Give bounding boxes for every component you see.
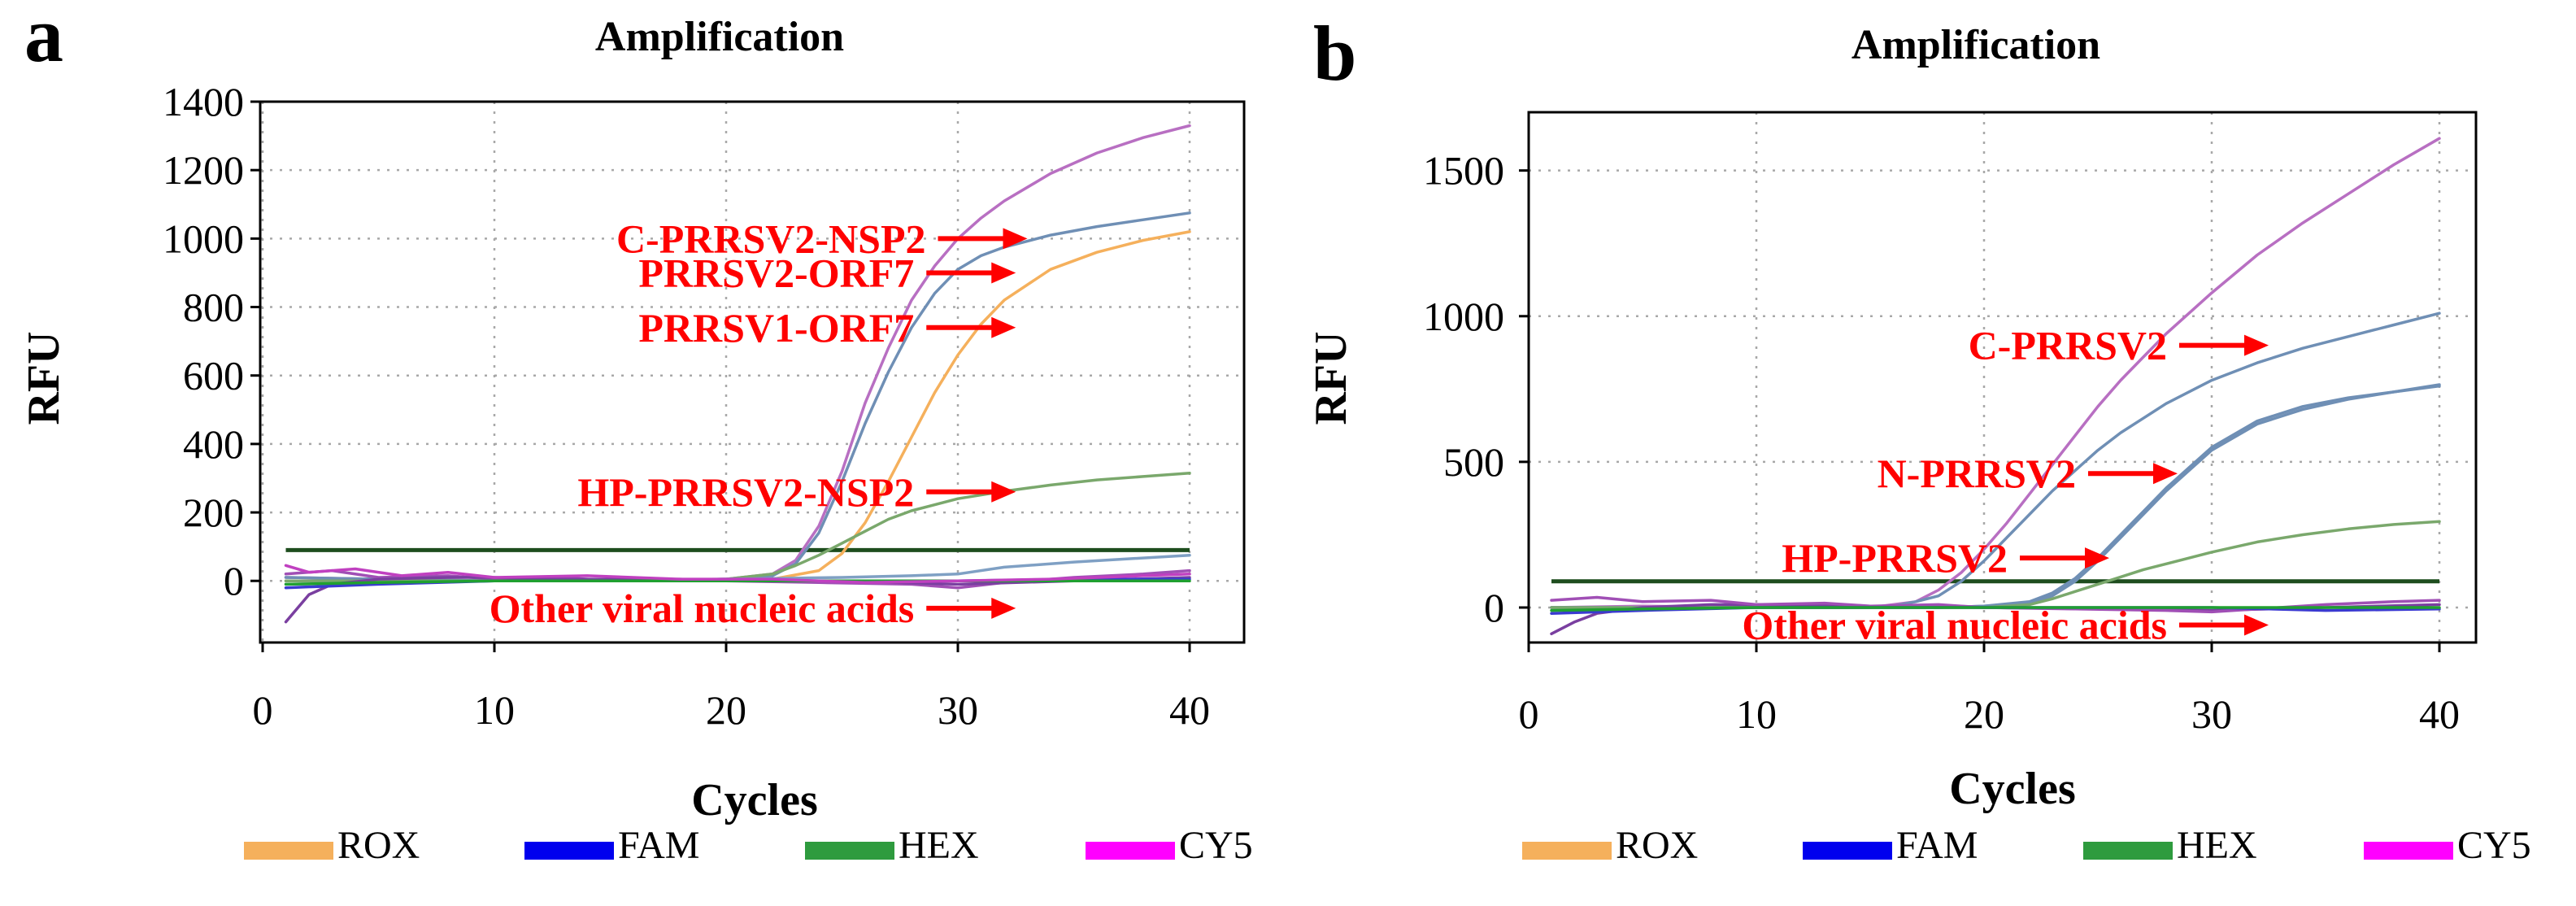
- red-arrow-head-icon: [1003, 228, 1028, 250]
- panel-a-ylabel: RFU: [19, 331, 69, 425]
- panel-b-ytick-label: 0: [1484, 585, 1504, 630]
- panel-a-ytick-label: 600: [183, 353, 244, 399]
- red-arrow-head-icon: [991, 316, 1016, 338]
- panel-b-ytick-label: 1500: [1423, 148, 1504, 194]
- red-arrow-head-icon: [991, 262, 1016, 284]
- panel-a-ytick-label: 800: [183, 285, 244, 330]
- panel-a-annotation-label: Other viral nucleic acids: [490, 586, 915, 631]
- panel-b-annotation: C-PRRSV2: [1969, 323, 2269, 368]
- panel-a-annotation: PRRSV1-ORF7: [638, 305, 1016, 351]
- panel-a-annotation: PRRSV2-ORF7: [638, 250, 1016, 295]
- panel-a-annotation: Other viral nucleic acids: [490, 586, 1016, 631]
- legend-label-fam: FAM: [1896, 824, 1978, 867]
- panel-b-annotation: N-PRRSV2: [1878, 451, 2178, 496]
- panel-b-annotation-label: N-PRRSV2: [1878, 451, 2076, 496]
- legend-swatch-rox: [244, 842, 333, 860]
- red-arrow-head-icon: [991, 481, 1016, 503]
- panel-a-xtick-label: 20: [706, 687, 746, 733]
- legend-label-hex: HEX: [899, 824, 979, 867]
- panel-b-annotation-label: Other viral nucleic acids: [1742, 603, 2167, 648]
- panel-a-xtick-label: 10: [474, 687, 515, 733]
- panel-b-xtick-label: 20: [1964, 691, 2004, 737]
- panel-a-annotation-label: C-PRRSV2-NSP2: [616, 216, 926, 261]
- panel-a-letter: a: [24, 0, 63, 78]
- panel-a-ytick-label: 1000: [163, 216, 244, 261]
- panel-b-ytick-label: 500: [1443, 439, 1504, 485]
- panel-a-legend: ROX FAM HEX CY5: [244, 824, 1253, 867]
- legend-swatch-hex: [805, 842, 894, 860]
- panel-b-annotation-label: C-PRRSV2: [1969, 323, 2167, 368]
- legend-label-fam: FAM: [618, 824, 699, 867]
- panel-b-annotation: Other viral nucleic acids: [1742, 603, 2269, 648]
- red-arrow-head-icon: [2153, 463, 2178, 485]
- panel-b-series-line-9: [1550, 606, 2441, 612]
- panel-b-plot-frame: [1527, 111, 2478, 644]
- panel-a-annotation: C-PRRSV2-NSP2: [616, 216, 1028, 261]
- legend-swatch-cy5: [1086, 842, 1175, 860]
- legend-label-cy5: CY5: [2457, 824, 2531, 867]
- legend-label-rox: ROX: [337, 824, 420, 867]
- legend-swatch-cy5: [2364, 842, 2453, 860]
- legend-label-rox: ROX: [1616, 824, 1698, 867]
- panel-b-ylabel: RFU: [1306, 331, 1356, 425]
- panel-b-letter: b: [1313, 10, 1356, 97]
- panel-b-annotation: HP-PRRSV2: [1782, 535, 2109, 581]
- panel-b-annotation-label: HP-PRRSV2: [1782, 535, 2008, 581]
- red-arrow-head-icon: [991, 597, 1016, 619]
- legend-label-hex: HEX: [2177, 824, 2257, 867]
- panel-b-xtick-label: 10: [1736, 691, 1777, 737]
- panel-a-xtick-label: 30: [938, 687, 978, 733]
- panel-a-series-group: [284, 124, 1191, 624]
- panel-b-xtick-label: 40: [2419, 691, 2460, 737]
- panel-b-xtick-label: 30: [2191, 691, 2232, 737]
- panel-b-legend: ROX FAM HEX CY5: [1522, 824, 2531, 867]
- legend-swatch-hex: [2083, 842, 2173, 860]
- panel-a-xtick-label: 40: [1169, 687, 1210, 733]
- panel-a-annotation: HP-PRRSV2-NSP2: [577, 469, 1016, 515]
- panel-a-series-line-10: [284, 564, 1191, 585]
- panel-a-annotation-label: PRRSV2-ORF7: [638, 250, 914, 295]
- panel-b-ytick-label: 1000: [1423, 294, 1504, 339]
- panel-a-annotation-label: HP-PRRSV2-NSP2: [577, 469, 914, 515]
- panel-b-xlabel: Cycles: [1949, 764, 2076, 814]
- panel-a-ytick-label: 1400: [163, 79, 244, 124]
- red-arrow-head-icon: [2085, 547, 2109, 569]
- legend-swatch-fam: [524, 842, 614, 860]
- red-arrow-head-icon: [2244, 334, 2269, 356]
- panel-a-xlabel: Cycles: [691, 775, 818, 825]
- legend-label-cy5: CY5: [1179, 824, 1253, 867]
- panel-a-xtick-label: 0: [253, 687, 273, 733]
- red-arrow-head-icon: [2244, 614, 2269, 636]
- panel-a-title: Amplification: [595, 14, 844, 60]
- panel-b-plot: 0 10 20 30 40 0 500 1000 1500 C-PRRSV2 N-PRRSV2 HP-…: [1423, 111, 2478, 737]
- panel-a-ytick-label: 200: [183, 490, 244, 535]
- panel-b-series-group: [1550, 137, 2441, 636]
- panel-a-plot: 0 10 20 30 400200400600800100012001400C-PRRS…: [163, 79, 1246, 733]
- legend-swatch-fam: [1803, 842, 1892, 860]
- panel-b-title: Amplification: [1852, 22, 2100, 68]
- panel-a-annotation-label: PRRSV1-ORF7: [638, 305, 914, 351]
- panel-a-ytick-label: 1200: [163, 147, 244, 193]
- panel-a-plot-frame: [259, 100, 1246, 644]
- panel-a-ytick-label: 0: [224, 558, 244, 603]
- panel-b-xtick-label: 0: [1519, 691, 1539, 737]
- legend-swatch-rox: [1522, 842, 1612, 860]
- panel-a-ytick-label: 400: [183, 421, 244, 467]
